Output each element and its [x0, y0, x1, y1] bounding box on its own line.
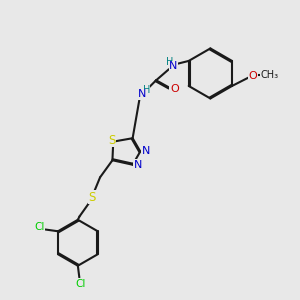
Text: Cl: Cl — [76, 279, 86, 289]
Text: O: O — [248, 71, 257, 81]
Text: N: N — [138, 89, 146, 100]
Text: S: S — [108, 134, 116, 147]
Text: Cl: Cl — [34, 222, 45, 233]
Text: N: N — [141, 146, 150, 157]
Text: CH₃: CH₃ — [260, 70, 278, 80]
Text: H: H — [142, 85, 150, 95]
Text: O: O — [170, 85, 178, 94]
Text: N: N — [134, 160, 142, 170]
Text: S: S — [88, 191, 95, 204]
Text: N: N — [169, 61, 178, 71]
Text: H: H — [166, 56, 173, 67]
